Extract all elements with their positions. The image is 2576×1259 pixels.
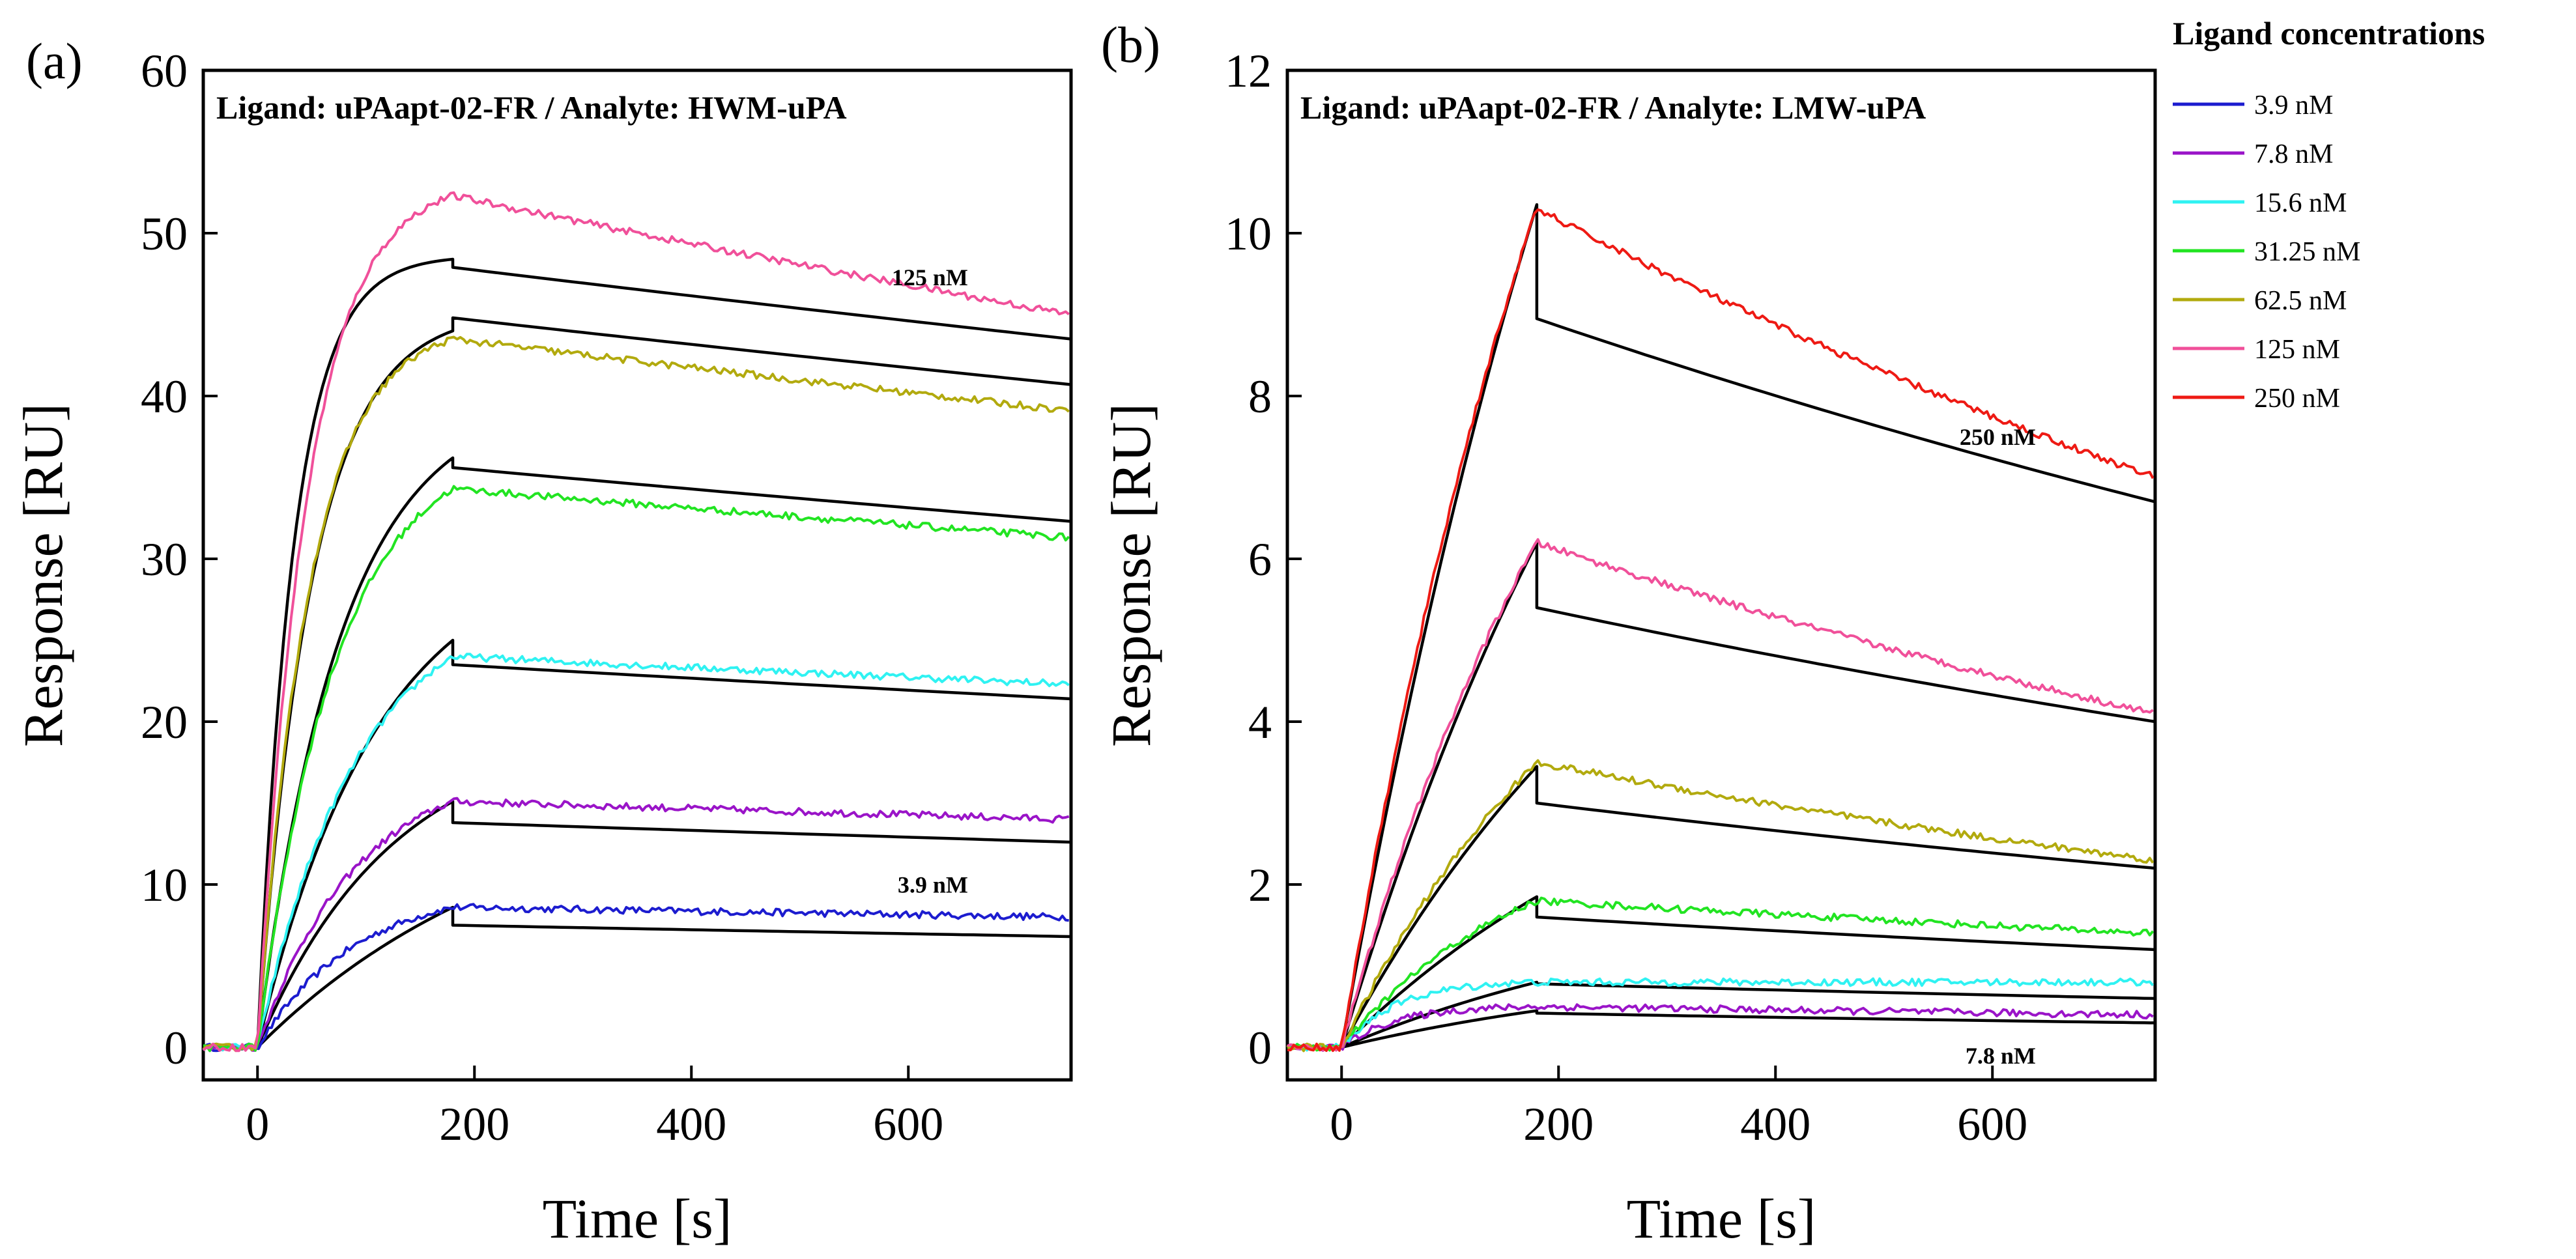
panel-a-curve-annotation: 3.9 nM xyxy=(898,872,968,898)
panel-b-fit-curves xyxy=(1287,203,2156,1049)
panel-a-xtick-label: 400 xyxy=(656,1098,726,1150)
panel-b: (b) 0 200 400 600 0 2 4 6 8 10 12 Ligand: uPAapt-0… xyxy=(1100,16,2157,1250)
panel-a-xtick-label: 0 xyxy=(246,1098,269,1150)
legend-entry-label: 7.8 nM xyxy=(2254,139,2333,169)
panel-b-ytick-label: 8 xyxy=(1248,371,1272,423)
panel-a-annotations: 125 nM 3.9 nM xyxy=(892,264,968,898)
measured-curve-3-9-nM xyxy=(202,903,1069,1053)
panel-b-measured-curves xyxy=(1286,208,2154,1053)
fit-curve-7-8-nM xyxy=(203,800,1072,1049)
legend-entry-label: 31.25 nM xyxy=(2254,237,2360,267)
measured-curve-7-8-nM xyxy=(202,797,1070,1053)
measured-curve-7-8-nM xyxy=(1286,1003,2154,1052)
panel-a-xtick-label: 200 xyxy=(439,1098,509,1150)
panel-b-xlabel: Time [s] xyxy=(1627,1187,1816,1250)
panel-b-curve-annotation: 250 nM xyxy=(1960,424,2036,450)
panel-a-ylabel: Response [RU] xyxy=(12,403,74,747)
panel-b-ytick-label: 12 xyxy=(1225,45,1272,97)
measured-curve-62-5-nM xyxy=(202,335,1070,1053)
panel-b-xtick-label: 200 xyxy=(1523,1098,1594,1150)
panel-a-ytick-label: 30 xyxy=(141,533,188,586)
fit-curve-3-9-nM xyxy=(203,905,1072,1049)
fit-curve-7-8-nM xyxy=(1287,1009,2156,1049)
panel-a-xtick-label: 600 xyxy=(873,1098,943,1150)
panel-a-fit-curves xyxy=(203,257,1072,1049)
panel-b-curve-annotation: 7.8 nM xyxy=(1966,1043,2036,1069)
fit-curve-125-nM xyxy=(203,257,1072,1049)
fit-curve-31-25-nM xyxy=(1287,895,2156,1049)
legend-title: Ligand concentrations xyxy=(2173,15,2485,51)
panel-a-ytick-label: 0 xyxy=(164,1022,188,1074)
panel-a-title: Ligand: uPAapt-02-FR / Analyte: HWM-uPA xyxy=(216,89,847,126)
panel-b-plot-frame xyxy=(1285,68,2157,1082)
panel-b-ytick-label: 4 xyxy=(1248,696,1272,748)
panel-b-xtick-label: 400 xyxy=(1740,1098,1810,1150)
measured-curve-125-nM xyxy=(202,191,1070,1053)
legend-entry-label: 3.9 nM xyxy=(2254,91,2333,120)
legend-entry-label: 15.6 nM xyxy=(2254,188,2347,218)
panel-b-ytick-label: 0 xyxy=(1248,1022,1272,1074)
panel-a-ytick-label: 20 xyxy=(141,696,188,748)
measured-curve-125-nM xyxy=(1287,538,2154,1052)
panel-b-xtick-label: 0 xyxy=(1330,1098,1353,1150)
measured-curve-15-6-nM xyxy=(202,653,1070,1052)
panel-a-ytick-label: 40 xyxy=(141,371,188,423)
legend-entry-label: 125 nM xyxy=(2254,335,2340,365)
panel-b-xtick-label: 600 xyxy=(1957,1098,2027,1150)
panel-b-ytick-label: 6 xyxy=(1248,533,1272,586)
panel-b-ticks: 0 200 400 600 0 2 4 6 8 10 12 xyxy=(1225,45,2027,1150)
fit-curve-31-25-nM xyxy=(203,456,1072,1049)
panel-a-ytick-label: 50 xyxy=(141,208,188,260)
panel-a-ytick-label: 10 xyxy=(141,859,188,911)
fit-curve-250-nM xyxy=(1287,203,2156,1049)
panel-a-xlabel: Time [s] xyxy=(543,1187,732,1250)
fit-curve-125-nM xyxy=(1287,541,2156,1049)
panel-a-label: (a) xyxy=(26,33,83,89)
panel-b-ytick-label: 10 xyxy=(1225,208,1272,260)
panel-b-label: (b) xyxy=(1101,16,1160,73)
legend: Ligand concentrations 3.9 nM 7.8 nM 15.6 n… xyxy=(2173,15,2485,414)
panel-a-curve-annotation: 125 nM xyxy=(892,264,968,290)
fit-curve-62-5-nM xyxy=(1287,765,2156,1049)
fit-curve-15-6-nM xyxy=(1287,980,2156,1049)
measured-curve-62-5-nM xyxy=(1286,759,2154,1053)
legend-entries: 3.9 nM 7.8 nM 15.6 nM 31.25 nM 62.5 nM 125 nM… xyxy=(2173,91,2360,414)
panel-a: (a) 0 200 400 600 0 10 20 30 40 50 60 Ligand: uPAa… xyxy=(12,33,1073,1250)
legend-entry-label: 62.5 nM xyxy=(2254,286,2347,316)
panel-b-title: Ligand: uPAapt-02-FR / Analyte: LMW-uPA xyxy=(1300,89,1926,126)
panel-b-ytick-label: 2 xyxy=(1248,859,1272,911)
panel-b-annotations: 250 nM 7.8 nM xyxy=(1960,424,2036,1069)
fit-curve-15-6-nM xyxy=(203,638,1072,1049)
panel-a-measured-curves xyxy=(202,191,1070,1053)
panel-a-plot-frame xyxy=(201,68,1073,1082)
panel-a-ytick-label: 60 xyxy=(141,45,188,97)
legend-entry-label: 250 nM xyxy=(2254,384,2340,414)
measured-curve-31-25-nM xyxy=(203,485,1070,1053)
panel-a-ticks: 0 200 400 600 0 10 20 30 40 50 60 xyxy=(141,45,943,1150)
measured-curve-31-25-nM xyxy=(1287,896,2154,1052)
measured-curve-15-6-nM xyxy=(1286,977,2154,1052)
panel-b-ylabel: Response [RU] xyxy=(1100,403,1162,747)
measured-curve-250-nM xyxy=(1287,208,2154,1053)
